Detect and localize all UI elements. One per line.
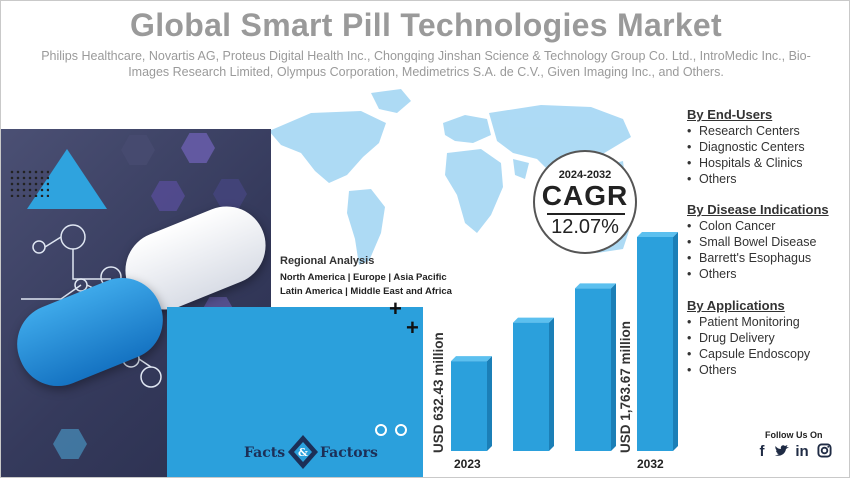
logo-mark-icon: &	[288, 435, 318, 469]
linkedin-icon[interactable]: in	[795, 443, 809, 460]
cagr-label: CAGR	[541, 180, 629, 211]
segment-heading: By Disease Indications	[687, 202, 829, 217]
market-growth-bars	[451, 232, 678, 451]
cagr-divider	[547, 213, 625, 215]
start-year: 2023	[454, 457, 481, 471]
regional-line-1: North America | Europe | Asia Pacific	[280, 272, 447, 283]
bullet-icon: •	[687, 124, 692, 138]
segment-item: • Small Bowel Disease	[687, 234, 829, 250]
regional-line-2: Latin America | Middle East and Africa	[280, 286, 452, 297]
plus-icon: +	[389, 296, 402, 321]
segment-item-label: Patient Monitoring	[699, 315, 800, 329]
segment-item: • Others	[687, 171, 805, 187]
bullet-icon: •	[687, 315, 692, 329]
segment-item: • Barrett's Esophagus	[687, 250, 829, 266]
segment-item-label: Capsule Endoscopy	[699, 347, 811, 361]
bullet-icon: •	[687, 172, 692, 186]
growth-bar	[637, 232, 678, 451]
segment-item-label: Barrett's Esophagus	[699, 251, 812, 265]
dot-grid	[9, 169, 49, 197]
bullet-icon: •	[687, 219, 692, 233]
bullet-icon: •	[687, 363, 692, 377]
segment-item-label: Small Bowel Disease	[699, 235, 817, 249]
segment-item: • Colon Cancer	[687, 218, 829, 234]
segment-item-label: Others	[699, 172, 737, 186]
segment-group: By End-Users • Research Centers • Diagnostic…	[687, 107, 805, 187]
segment-item-label: Others	[699, 363, 737, 377]
segment-item-label: Hospitals & Clinics	[699, 156, 803, 170]
logo-text-right: Factors	[320, 445, 378, 461]
segment-item-label: Research Centers	[699, 124, 800, 138]
segment-item-label: Others	[699, 267, 737, 281]
bullet-icon: •	[687, 156, 692, 170]
facebook-icon[interactable]: f	[759, 443, 765, 460]
segment-item-label: Colon Cancer	[699, 219, 776, 233]
segment-heading: By Applications	[687, 298, 785, 313]
end-year: 2032	[637, 457, 664, 471]
instagram-icon[interactable]	[815, 443, 833, 461]
segment-item: • Patient Monitoring	[687, 314, 810, 330]
segment-item: • Hospitals & Clinics	[687, 155, 805, 171]
segment-item-label: Drug Delivery	[699, 331, 775, 345]
logo-text-left: Facts	[244, 445, 286, 461]
page-title: Global Smart Pill Technologies Market	[130, 7, 722, 43]
segment-item: • Diagnostic Centers	[687, 139, 805, 155]
bullet-icon: •	[687, 140, 692, 154]
market-start-value: USD 632.43 million	[431, 332, 446, 453]
key-players-text: Philips Healthcare, Novartis AG, Proteus…	[41, 49, 811, 79]
segment-heading: By End-Users	[687, 107, 773, 122]
growth-bar	[451, 356, 492, 451]
bullet-icon: •	[687, 235, 692, 249]
ring-icon	[395, 424, 407, 436]
segment-item-label: Diagnostic Centers	[699, 140, 805, 154]
plus-icon: +	[406, 315, 419, 340]
cagr-badge: 2024-2032 CAGR 12.07%	[533, 150, 637, 254]
segment-item: • Drug Delivery	[687, 330, 810, 346]
segment-item: • Others	[687, 362, 810, 378]
growth-bar	[575, 283, 616, 451]
svg-text:&: &	[298, 446, 308, 459]
ring-icon	[375, 424, 387, 436]
bullet-icon: •	[687, 251, 692, 265]
bullet-icon: •	[687, 331, 692, 345]
segment-group: By Applications • Patient Monitoring • Drug …	[687, 298, 810, 378]
segment-item: • Research Centers	[687, 123, 805, 139]
regional-analysis-title: Regional Analysis	[280, 255, 375, 267]
twitter-icon[interactable]	[773, 443, 791, 461]
growth-bar	[513, 317, 554, 451]
market-end-value: USD 1,763.67 million	[618, 320, 633, 453]
bullet-icon: •	[687, 347, 692, 361]
cagr-period: 2024-2032	[558, 169, 612, 181]
cagr-value: 12.07%	[551, 216, 619, 238]
follow-us-label: Follow Us On	[765, 430, 823, 440]
bullet-icon: •	[687, 267, 692, 281]
segment-item: • Capsule Endoscopy	[687, 346, 810, 362]
segment-item: • Others	[687, 266, 829, 282]
segment-group: By Disease Indications • Colon Cancer • Smal…	[687, 202, 829, 282]
